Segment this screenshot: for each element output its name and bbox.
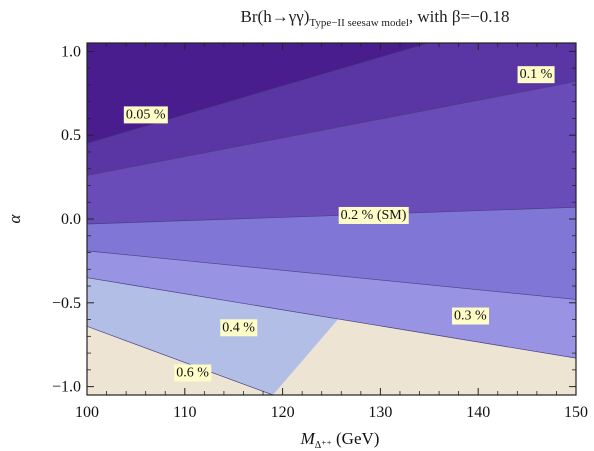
x-tick-label: 130: [368, 404, 392, 421]
y-tick-label: 0.0: [61, 211, 81, 228]
x-tick-label: 100: [75, 404, 99, 421]
y-tick-label: −0.5: [52, 295, 81, 312]
contour-label: 0.3 %: [452, 307, 490, 325]
x-tick-label: 120: [271, 404, 295, 421]
contour-label-text: 0.6 %: [176, 366, 209, 381]
y-tick-label: −1.0: [52, 379, 81, 396]
contour-line: [87, 206, 576, 225]
xlabel-main: M: [300, 429, 316, 448]
title-suffix: , with β=−0.18: [409, 7, 510, 26]
contour-label-text: 0.3 %: [454, 309, 487, 324]
contour-label-text: 0.4 %: [222, 320, 255, 335]
contour-label-text: 0.2 % (SM): [341, 208, 407, 223]
axis-ticks: 100 110 120 130 140 150 −1.0 −0.5 0.0 0.5 1.0: [52, 43, 588, 421]
contour-label-bg: [220, 319, 258, 337]
contour-regions: [87, 43, 576, 395]
contour-line: [87, 43, 430, 144]
contour-label-bg: [174, 364, 212, 382]
contour-label-text: 0.1 %: [520, 67, 553, 82]
contour-lines: [87, 43, 576, 395]
contour-labels: 0.05 % 0.1 % 0.2 % (SM) 0.3 % 0.4 % 0.6 %: [123, 66, 555, 382]
contour-region: [87, 43, 576, 144]
contour-label-bg: [338, 206, 409, 224]
contour-line: [87, 277, 576, 359]
contour-line: [87, 81, 576, 176]
xlabel-unit: (GeV): [332, 429, 380, 448]
chart-title: Br(h→γγ)Type−II seesaw model, with β=−0.…: [241, 7, 510, 29]
y-axis-label: α: [5, 213, 24, 223]
x-tick-label: 150: [564, 404, 588, 421]
xlabel-subscript: Δ⁺⁺: [315, 440, 332, 451]
contour-line: [87, 325, 273, 395]
contour-label: 0.6 %: [174, 364, 212, 382]
y-tick-label: 0.5: [61, 127, 81, 144]
contour-label: 0.1 %: [517, 66, 555, 84]
contour-label: 0.05 %: [123, 106, 168, 124]
y-tick-label: 1.0: [61, 43, 81, 60]
title-subscript: Type−II seesaw model: [309, 17, 409, 29]
contour-line: [87, 250, 576, 300]
contour-label: 0.2 % (SM): [338, 206, 409, 224]
x-tick-label: 110: [173, 404, 196, 421]
contour-label-text: 0.05 %: [126, 107, 166, 122]
x-axis-label: MΔ⁺⁺ (GeV): [300, 429, 380, 451]
x-tick-label: 140: [466, 404, 490, 421]
contour-label-bg: [517, 66, 555, 84]
contour-label-bg: [123, 106, 168, 124]
contour-label-bg: [452, 307, 490, 325]
title-prefix: Br(h→γγ): [241, 7, 310, 26]
contour-label: 0.4 %: [220, 319, 258, 337]
